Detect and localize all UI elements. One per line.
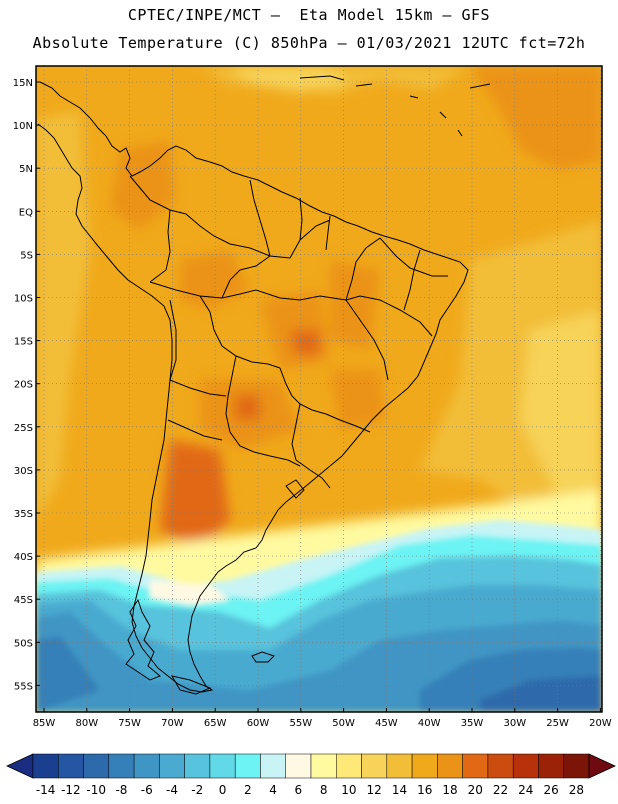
colorbar-label: -8	[115, 783, 127, 797]
colorbar-swatch	[32, 753, 59, 779]
tierra-del-fuego	[171, 675, 212, 695]
colorbar-swatch	[361, 753, 388, 779]
south-america-coastline	[37, 81, 469, 693]
latitude-labels: 15N 10N 5N EQ 5S 10S 15S 20S 25S 30S 35S 40S 45S 50S 5…	[13, 78, 40, 692]
colorbar-swatch	[209, 753, 236, 779]
lat-label: 50S	[14, 638, 33, 649]
caribbean-islands	[299, 75, 491, 137]
lon-label: 70W	[161, 718, 184, 729]
colorbar-label: 10	[341, 783, 356, 797]
colorbar-swatch	[512, 753, 539, 779]
lat-label: 5N	[19, 164, 33, 175]
colorbar-label: 16	[417, 783, 432, 797]
lat-label: 40S	[14, 552, 33, 563]
colorbar-label: 8	[320, 783, 328, 797]
map-frame	[35, 65, 603, 713]
lon-label: 60W	[247, 718, 270, 729]
lat-label: 45S	[14, 595, 33, 606]
colorbar	[6, 753, 616, 779]
lon-label: 20W	[589, 718, 612, 729]
lat-label: 15N	[13, 78, 33, 89]
colorbar-label: 18	[442, 783, 457, 797]
lon-label: 85W	[33, 718, 56, 729]
colorbar-swatch	[108, 753, 135, 779]
colorbar-label: -4	[166, 783, 178, 797]
lat-label: 20S	[14, 380, 33, 391]
longitude-labels: 85W 80W 75W 70W 65W 60W 55W 50W 45W 40W 35W 30W 25W 2…	[33, 708, 612, 729]
colorbar-swatch	[411, 753, 438, 779]
lat-label: EQ	[19, 207, 33, 218]
colorbar-label: -12	[61, 783, 81, 797]
colorbar-swatch	[133, 753, 160, 779]
colorbar-swatch	[260, 753, 286, 779]
lon-label: 45W	[375, 718, 398, 729]
chart-title-line-2: Absolute Temperature (C) 850hPa – 01/03/…	[32, 34, 586, 52]
colorbar-swatch	[184, 753, 211, 779]
colorbar-swatch	[234, 753, 261, 779]
colorbar-label: -14	[36, 783, 56, 797]
colorbar-swatch	[310, 753, 337, 779]
lat-label: 35S	[14, 509, 33, 520]
lat-label: 5S	[20, 250, 33, 261]
country-borders	[129, 175, 448, 489]
colorbar-swatch	[83, 753, 110, 779]
colorbar-swatch	[285, 753, 312, 779]
colorbar-label: 20	[468, 783, 483, 797]
lat-label: 55S	[14, 681, 33, 692]
colorbar-label: 4	[269, 783, 277, 797]
colorbar-swatch	[437, 753, 463, 779]
lat-label: 30S	[14, 466, 33, 477]
southern-islands	[125, 598, 161, 681]
colorbar-label: -10	[86, 783, 106, 797]
colorbar-label: -6	[141, 783, 153, 797]
lon-label: 80W	[75, 718, 98, 729]
colorbar-swatch	[538, 753, 564, 779]
colorbar-swatch	[462, 753, 489, 779]
colorbar-swatch	[336, 753, 362, 779]
lat-label: 10S	[14, 294, 33, 305]
colorbar-swatch	[563, 753, 590, 779]
colorbar-label: 24	[518, 783, 533, 797]
lon-label: 75W	[118, 718, 141, 729]
colorbar-labels: -14 -12 -10 -8 -6 -4 -2 0 2 4 6 8 10 12 14 16 18 20 22 24 26…	[36, 783, 584, 797]
colorbar-label: -2	[191, 783, 203, 797]
colorbar-over-arrow	[588, 753, 616, 779]
temperature-field	[36, 66, 602, 712]
colorbar-label: 14	[392, 783, 407, 797]
colorbar-swatch	[386, 753, 413, 779]
chart-title-line-1: CPTEC/INPE/MCT – Eta Model 15km – GFS	[127, 6, 491, 24]
lat-label: 10N	[13, 121, 33, 132]
lagoon-south	[285, 479, 305, 499]
colorbar-label: 28	[569, 783, 584, 797]
colorbar-label: 12	[367, 783, 382, 797]
falklands	[251, 651, 275, 663]
colorbar-label: 6	[295, 783, 303, 797]
lon-label: 25W	[546, 718, 569, 729]
colorbar-swatch	[159, 753, 185, 779]
colorbar-label: 2	[244, 783, 252, 797]
lon-label: 40W	[418, 718, 441, 729]
colorbar-label: 0	[219, 783, 227, 797]
colorbar-label: 26	[543, 783, 558, 797]
lon-label: 30W	[503, 718, 526, 729]
lat-label: 15S	[14, 337, 33, 348]
lon-label: 50W	[332, 718, 355, 729]
lon-label: 55W	[289, 718, 312, 729]
lon-label: 35W	[461, 718, 484, 729]
lon-label: 65W	[204, 718, 227, 729]
colorbar-under-arrow	[6, 753, 34, 779]
lat-label: 25S	[14, 423, 33, 434]
colorbar-swatch	[58, 753, 84, 779]
colorbar-label: 22	[493, 783, 508, 797]
colorbar-swatch	[487, 753, 514, 779]
coastlines-and-borders	[37, 75, 491, 695]
